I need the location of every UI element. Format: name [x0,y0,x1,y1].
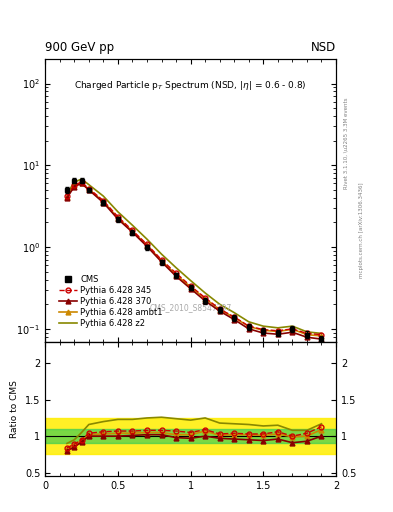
Legend: CMS, Pythia 6.428 345, Pythia 6.428 370, Pythia 6.428 ambt1, Pythia 6.428 z2: CMS, Pythia 6.428 345, Pythia 6.428 370,… [55,272,166,332]
Text: 900 GeV pp: 900 GeV pp [45,41,114,54]
Text: Rivet 3.1.10, \u2265 3.3M events: Rivet 3.1.10, \u2265 3.3M events [344,98,349,189]
Text: CMS_2010_S8547297: CMS_2010_S8547297 [149,303,232,312]
Y-axis label: Ratio to CMS: Ratio to CMS [10,380,19,438]
Text: NSD: NSD [311,41,336,54]
Text: mcplots.cern.ch [arXiv:1306.3436]: mcplots.cern.ch [arXiv:1306.3436] [359,183,364,278]
Text: Charged Particle p$_T$ Spectrum (NSD, $|\eta|$ = 0.6 - 0.8): Charged Particle p$_T$ Spectrum (NSD, $|… [74,79,307,92]
